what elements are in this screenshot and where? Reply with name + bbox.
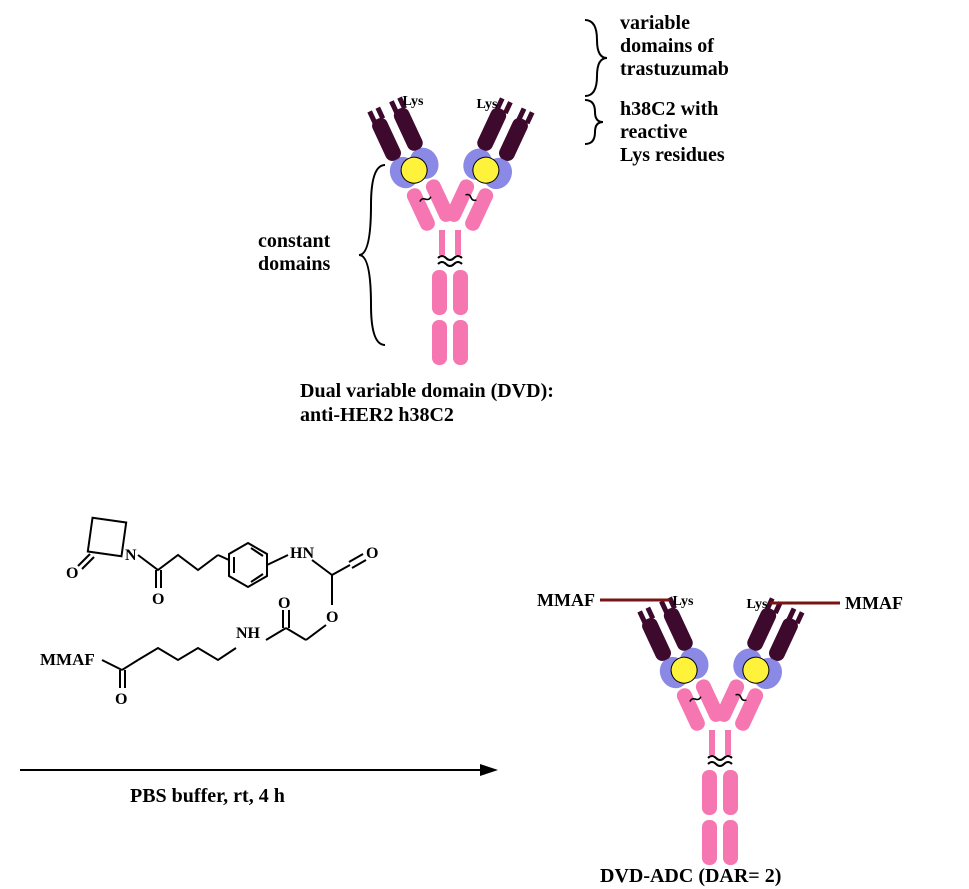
svg-text:N: N — [125, 547, 137, 564]
label-variable-domains: variable domains of trastuzumab — [620, 12, 729, 81]
svg-text:HN: HN — [290, 545, 314, 562]
svg-text:O: O — [115, 691, 127, 708]
lys-label-bot-left: Lys — [672, 594, 694, 609]
antibody-dvd — [362, 94, 540, 365]
antibody-dvd-adc — [632, 594, 810, 865]
brace-constant — [359, 165, 385, 345]
svg-text:NH: NH — [236, 625, 261, 642]
lys-label-top-right: Lys — [476, 97, 498, 112]
label-pbs: PBS buffer, rt, 4 h — [130, 785, 285, 808]
brace-variable — [585, 20, 607, 96]
lys-label-top-left: Lys — [402, 94, 424, 109]
caption-dvd-line2: anti-HER2 h38C2 — [300, 404, 454, 427]
mmaf-label-left: MMAF — [537, 590, 595, 610]
svg-text:O: O — [278, 595, 290, 612]
svg-text:O: O — [366, 545, 378, 562]
lys-label-bot-right: Lys — [746, 597, 768, 612]
reaction-arrow-head — [480, 764, 498, 776]
svg-text:O: O — [66, 565, 78, 582]
svg-text:O: O — [326, 609, 338, 626]
caption-dvd-line1: Dual variable domain (DVD): — [300, 380, 554, 403]
caption-product: DVD-ADC (DAR= 2) — [600, 865, 781, 888]
label-h38c2: h38C2 with reactive Lys residues — [620, 98, 725, 167]
linker-structure: N O O HN O O O — [40, 518, 378, 708]
label-constant-domains: constant domains — [258, 230, 330, 276]
brace-h38c2 — [585, 100, 603, 144]
svg-text:O: O — [152, 591, 164, 608]
mmaf-in-structure: MMAF — [40, 650, 95, 669]
mmaf-label-right: MMAF — [845, 593, 903, 613]
